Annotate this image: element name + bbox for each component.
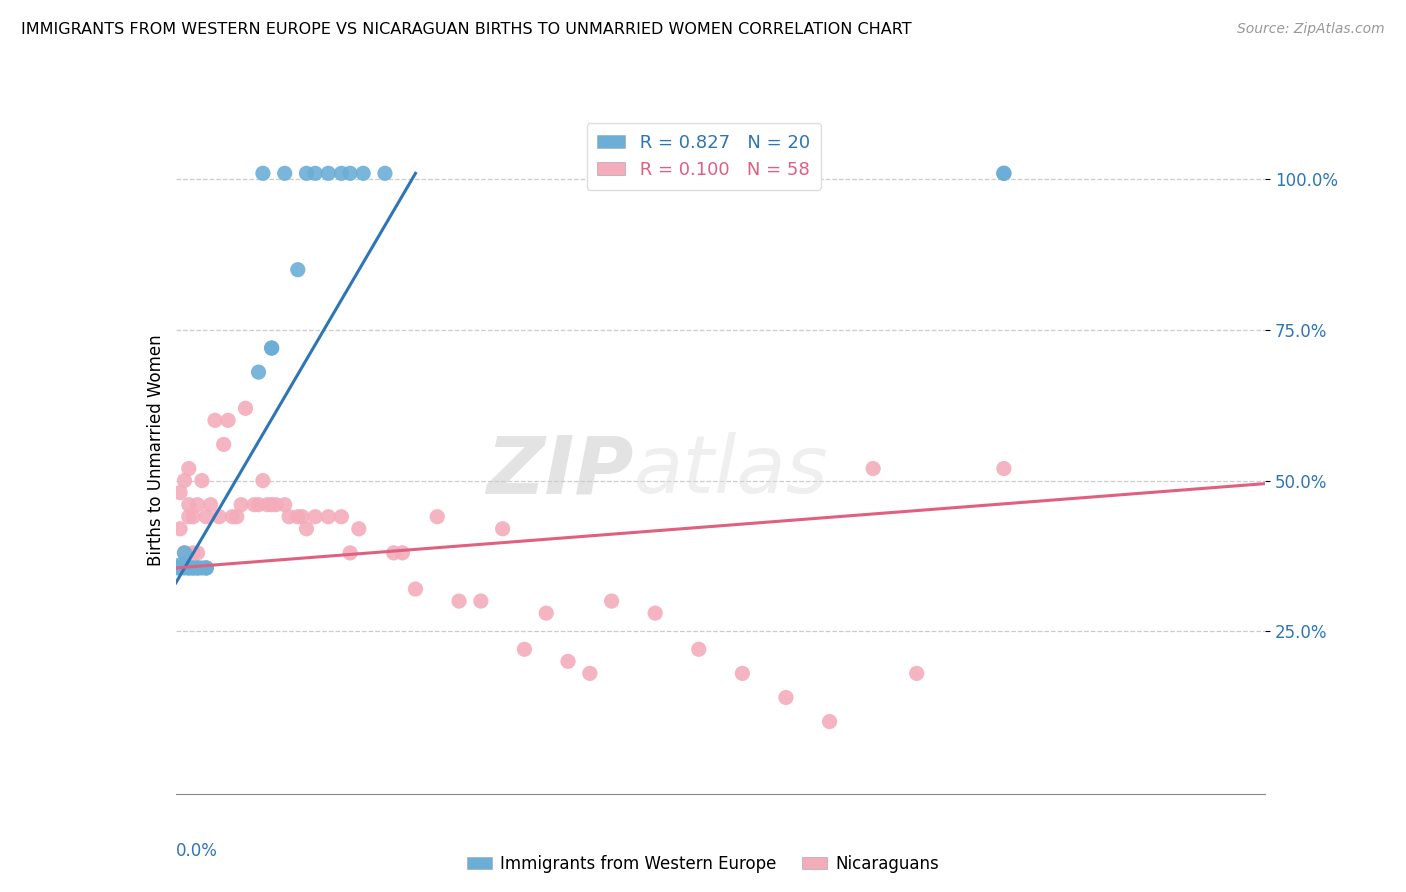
Point [278, 509, 301, 524]
Point [470, 594, 492, 608]
Point [426, 509, 449, 524]
Point [862, 461, 884, 475]
Point [177, 561, 200, 575]
Point [169, 522, 191, 536]
Point [247, 498, 270, 512]
Point [243, 498, 266, 512]
Point [330, 166, 353, 180]
Point [318, 509, 340, 524]
Point [169, 485, 191, 500]
Point [274, 166, 297, 180]
Point [247, 365, 270, 379]
Point [579, 666, 602, 681]
Point [993, 166, 1015, 180]
Point [167, 561, 190, 575]
Text: IMMIGRANTS FROM WESTERN EUROPE VS NICARAGUAN BIRTHS TO UNMARRIED WOMEN CORRELATI: IMMIGRANTS FROM WESTERN EUROPE VS NICARA… [21, 22, 911, 37]
Point [688, 642, 710, 657]
Point [318, 166, 340, 180]
Point [405, 582, 427, 596]
Text: 0.0%: 0.0% [176, 842, 218, 860]
Point [775, 690, 797, 705]
Point [644, 606, 666, 620]
Point [169, 558, 191, 572]
Point [534, 606, 557, 620]
Point [295, 522, 318, 536]
Point [287, 509, 309, 524]
Point [304, 166, 326, 180]
Point [374, 166, 396, 180]
Point [195, 561, 218, 575]
Point [195, 561, 218, 575]
Point [492, 522, 515, 536]
Point [287, 262, 309, 277]
Point [177, 509, 200, 524]
Point [186, 561, 209, 575]
Point [204, 413, 226, 427]
Point [818, 714, 841, 729]
Point [231, 498, 253, 512]
Point [382, 546, 405, 560]
Point [304, 509, 326, 524]
Point [221, 509, 243, 524]
Point [731, 666, 754, 681]
Point [256, 498, 278, 512]
Point [208, 509, 231, 524]
Point [191, 474, 214, 488]
Point [905, 666, 928, 681]
Point [264, 498, 287, 512]
Point [177, 498, 200, 512]
Point [200, 498, 222, 512]
Point [235, 401, 257, 416]
Point [339, 166, 361, 180]
Point [391, 546, 413, 560]
Point [181, 561, 204, 575]
Text: Source: ZipAtlas.com: Source: ZipAtlas.com [1237, 22, 1385, 37]
Point [169, 561, 191, 575]
Point [186, 561, 209, 575]
Point [195, 509, 218, 524]
Point [173, 546, 195, 560]
Point [212, 437, 235, 451]
Point [225, 509, 247, 524]
Point [181, 561, 204, 575]
Point [993, 461, 1015, 475]
Point [252, 474, 274, 488]
Point [186, 498, 209, 512]
Point [191, 561, 214, 575]
Point [181, 546, 204, 560]
Point [339, 546, 361, 560]
Text: atlas: atlas [633, 432, 828, 510]
Y-axis label: Births to Unmarried Women: Births to Unmarried Women [146, 334, 165, 566]
Point [352, 166, 374, 180]
Point [260, 498, 283, 512]
Point [173, 561, 195, 575]
Point [274, 498, 297, 512]
Point [177, 561, 200, 575]
Point [181, 509, 204, 524]
Legend: Immigrants from Western Europe, Nicaraguans: Immigrants from Western Europe, Nicaragu… [460, 848, 946, 880]
Point [173, 546, 195, 560]
Point [347, 522, 370, 536]
Point [173, 558, 195, 572]
Point [260, 341, 283, 355]
Point [177, 461, 200, 475]
Point [600, 594, 623, 608]
Point [447, 594, 470, 608]
Point [291, 509, 314, 524]
Point [252, 166, 274, 180]
Point [295, 166, 318, 180]
Text: ZIP: ZIP [486, 432, 633, 510]
Point [330, 509, 353, 524]
Point [173, 474, 195, 488]
Point [217, 413, 239, 427]
Point [186, 546, 209, 560]
Legend:  R = 0.827   N = 20,  R = 0.100   N = 58: R = 0.827 N = 20, R = 0.100 N = 58 [586, 123, 821, 190]
Point [993, 166, 1015, 180]
Point [557, 654, 579, 668]
Point [260, 341, 283, 355]
Point [513, 642, 536, 657]
